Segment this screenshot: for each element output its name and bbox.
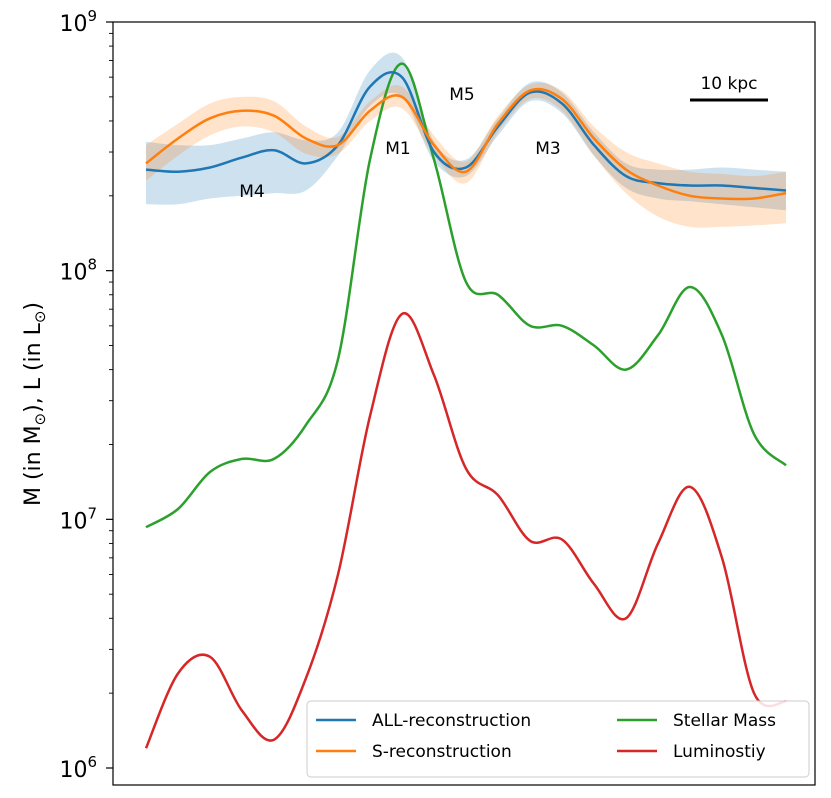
- y-tick-label: 109: [59, 7, 97, 37]
- scale-bar: 10 kpc: [690, 74, 768, 102]
- y-tick-label-base: 10: [59, 758, 87, 783]
- y-tick-label: 108: [59, 256, 97, 286]
- annotation-m3: M3: [535, 139, 560, 159]
- y-tick-label-exponent: 8: [87, 256, 97, 274]
- legend-label-stellar-mass: Stellar Mass: [673, 711, 776, 731]
- legend-label-luminostiy: Luminostiy: [673, 742, 766, 762]
- y-tick-label-exponent: 7: [87, 504, 97, 522]
- region-annotations: M4 M1 M5 M3: [239, 85, 560, 202]
- y-axis-label-close: ): [21, 302, 46, 311]
- y-tick-label-base: 10: [59, 509, 87, 534]
- y-tick-label: 106: [59, 753, 97, 783]
- y-axis-label-sun-symbol: ⊙: [31, 413, 49, 426]
- legend-label-all-reconstruction: ALL-reconstruction: [372, 711, 531, 731]
- luminostiy-line: [144, 312, 787, 749]
- annotation-m4: M4: [239, 182, 264, 202]
- plot-frame: [112, 21, 816, 786]
- stellar-mass-line: [145, 62, 787, 529]
- y-tick-label-exponent: 9: [87, 7, 97, 25]
- legend: ALL-reconstruction S-reconstruction Stella…: [306, 700, 810, 778]
- y-tick-label: 107: [59, 504, 97, 534]
- annotation-m1: M1: [385, 139, 410, 159]
- y-axis-label: M (in M⊙), L (in L⊙): [21, 302, 49, 506]
- s-reconstruction-line: [145, 87, 787, 201]
- series-lines: [144, 62, 787, 749]
- s-reconstruction-band: [146, 82, 786, 228]
- annotation-m5: M5: [449, 85, 474, 105]
- y-tick-label-base: 10: [59, 261, 87, 286]
- y-axis-label-lum: ), L (in L: [21, 322, 46, 412]
- scale-bar-label: 10 kpc: [700, 74, 757, 94]
- y-axis-label-sun-symbol: ⊙: [31, 311, 49, 324]
- y-tick-label-base: 10: [59, 12, 87, 37]
- all-reconstruction-line: [145, 71, 787, 192]
- y-axis-label-mass: M (in M: [21, 425, 46, 506]
- legend-box: [306, 700, 810, 778]
- legend-label-s-reconstruction: S-reconstruction: [372, 742, 512, 762]
- y-tick-label-exponent: 6: [87, 753, 97, 771]
